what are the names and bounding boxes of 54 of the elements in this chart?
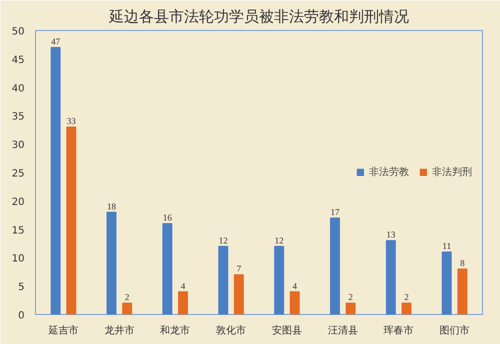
data-label: 2 bbox=[348, 292, 353, 302]
data-label: 2 bbox=[404, 292, 409, 302]
bar bbox=[162, 223, 172, 314]
bar bbox=[330, 217, 340, 314]
y-tick-label: 45 bbox=[12, 54, 25, 66]
bar bbox=[50, 47, 61, 314]
data-label: 2 bbox=[124, 292, 130, 302]
bar bbox=[442, 252, 452, 314]
bar bbox=[386, 240, 396, 314]
y-tick-label: 0 bbox=[18, 310, 25, 322]
bar bbox=[346, 302, 356, 314]
data-label: 12 bbox=[218, 235, 228, 246]
bar bbox=[178, 291, 188, 314]
data-label: 33 bbox=[66, 116, 76, 126]
bar bbox=[218, 246, 228, 314]
bar bbox=[106, 212, 116, 314]
x-tick-label: 汪清县 bbox=[328, 324, 358, 336]
bar bbox=[290, 291, 300, 314]
y-tick-label: 15 bbox=[12, 225, 25, 236]
bar bbox=[274, 246, 284, 314]
legend-label: 非法判刑 bbox=[432, 166, 472, 179]
data-label: 13 bbox=[386, 230, 396, 240]
y-tick-label: 20 bbox=[12, 196, 25, 208]
bar bbox=[234, 274, 244, 314]
y-tick-label: 35 bbox=[12, 112, 25, 123]
data-label: 4 bbox=[180, 280, 186, 291]
x-tick-label: 珲春市 bbox=[384, 324, 414, 336]
y-tick-label: 30 bbox=[12, 140, 25, 152]
y-tick-label: 10 bbox=[12, 254, 25, 265]
x-tick-label: 图们市 bbox=[440, 324, 470, 336]
data-label: 47 bbox=[51, 36, 61, 47]
data-label: 11 bbox=[442, 241, 452, 252]
bar bbox=[402, 302, 412, 314]
data-label: 17 bbox=[330, 206, 340, 217]
y-tick-label: 5 bbox=[18, 282, 25, 294]
data-label: 12 bbox=[274, 235, 284, 246]
x-tick-label: 和龙市 bbox=[160, 324, 190, 336]
y-tick-label: 25 bbox=[12, 168, 25, 180]
x-tick-label: 龙井市 bbox=[104, 324, 134, 336]
bar bbox=[122, 302, 132, 314]
chart-title: 延边各县市法轮功学员被非法劳教和判刑情况 bbox=[108, 8, 409, 26]
data-label: 4 bbox=[292, 280, 298, 291]
x-tick-label: 敦化市 bbox=[216, 324, 246, 336]
y-tick-label: 40 bbox=[12, 83, 25, 94]
x-tick-label: 安图县 bbox=[272, 324, 302, 336]
data-label: 7 bbox=[236, 264, 242, 274]
bar bbox=[66, 126, 76, 314]
data-label: 16 bbox=[162, 212, 172, 223]
bar bbox=[457, 268, 468, 314]
y-tick-label: 50 bbox=[12, 26, 25, 38]
legend-label: 非法劳教 bbox=[369, 166, 409, 179]
data-label: 8 bbox=[460, 258, 466, 268]
data-label: 18 bbox=[106, 201, 116, 212]
x-tick-label: 延吉市 bbox=[47, 324, 78, 336]
